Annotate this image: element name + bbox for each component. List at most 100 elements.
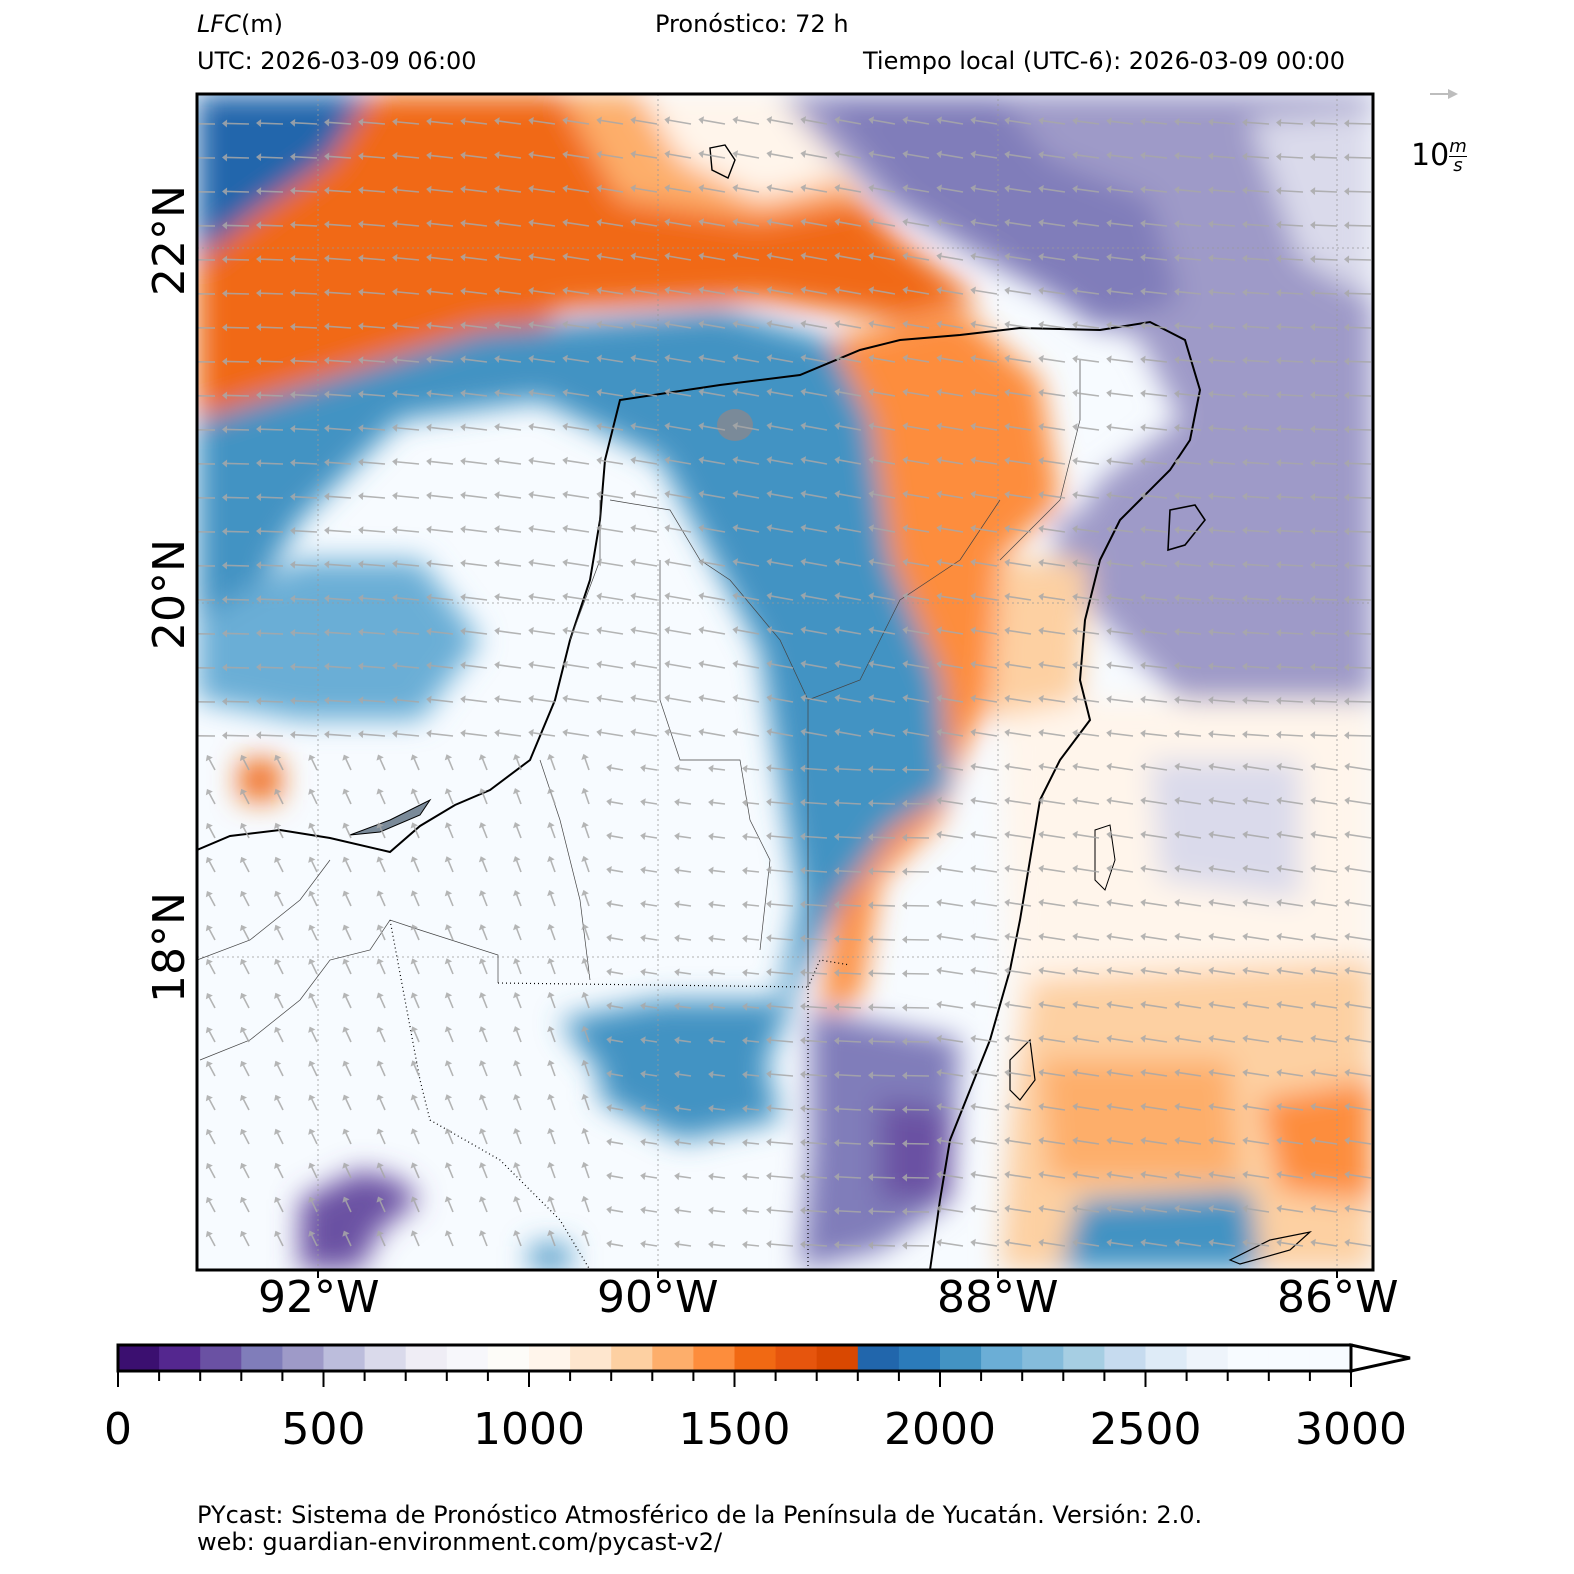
wind-vector-head (1004, 966, 1010, 975)
wind-vector-head (188, 494, 193, 502)
gridlines (197, 94, 1373, 1270)
wind-vector-head (392, 185, 398, 194)
wind-vector (838, 1142, 862, 1145)
wind-vector-head (494, 525, 500, 534)
wind-vector-head (936, 762, 942, 771)
wind-vector-head (1004, 490, 1010, 499)
wind-vector (242, 860, 250, 873)
wind-vector-head (970, 456, 976, 465)
wind-vector-head (902, 490, 909, 499)
wind-vector (226, 700, 250, 703)
wind-vector (1280, 223, 1304, 227)
wind-vector (363, 325, 386, 329)
wind-vector (311, 826, 318, 839)
wind-vector-head (1276, 1068, 1282, 1077)
wind-vector-head (698, 116, 705, 125)
wind-vector-head (1004, 762, 1010, 771)
wind-vector (260, 258, 284, 261)
wind-vector (1315, 1071, 1338, 1077)
wind-vector (804, 1073, 828, 1077)
wind-vector (1314, 428, 1338, 431)
wind-vector (635, 493, 658, 499)
wind-vector (1179, 563, 1202, 567)
wind-vector-head (358, 186, 364, 195)
wind-vector (481, 996, 488, 1009)
wind-vector (276, 962, 284, 975)
wind-vector (584, 1166, 590, 1179)
wind-vector (1281, 1173, 1304, 1179)
colorbar-tick-label: 2000 (884, 1404, 996, 1455)
wind-vector (746, 801, 760, 805)
wind-vector-head (205, 1231, 213, 1238)
wind-vector (363, 359, 386, 363)
wind-vector (601, 153, 624, 159)
wind-vector-head (902, 252, 909, 261)
wind-vector (515, 758, 522, 771)
wind-vector (1348, 224, 1372, 227)
wind-vector-head (308, 1128, 316, 1135)
wind-vector (1009, 765, 1032, 771)
wind-vector (550, 1200, 556, 1213)
wind-vector (975, 1207, 998, 1213)
wind-vector-head (1140, 1068, 1146, 1077)
wind-vector (1213, 563, 1236, 567)
wind-vector-head (1208, 830, 1214, 839)
wind-vector-head (290, 662, 296, 671)
wind-vector (550, 1234, 556, 1247)
wind-vector (1009, 935, 1032, 941)
wind-vector-head (290, 288, 296, 297)
wind-vector-head (1208, 594, 1214, 603)
wind-vector (611, 971, 624, 975)
wind-vector-head (732, 388, 739, 397)
wind-vector-head (1276, 594, 1282, 603)
wind-vector-head (640, 1206, 646, 1215)
wind-vector-head (800, 900, 806, 909)
wind-vector (515, 962, 522, 975)
wind-vector-head (1038, 388, 1044, 397)
wind-vector-head (274, 1026, 282, 1034)
wind-vector-head (1038, 864, 1044, 873)
wind-vector (276, 758, 284, 771)
wind-vector (1314, 700, 1338, 703)
wind-vector (431, 392, 454, 397)
wind-vector-head (444, 890, 453, 897)
wind-vector-head (1004, 932, 1010, 941)
wind-vector (1213, 223, 1236, 227)
wind-vector-head (766, 184, 773, 193)
wind-vector-head (800, 388, 807, 396)
colorbar-segment (775, 1345, 818, 1371)
wind-vector-head (1276, 696, 1282, 705)
wind-vector-head (308, 754, 316, 761)
wind-vector (1315, 1207, 1338, 1213)
wind-vector-head (970, 966, 976, 975)
wind-vector-head (1208, 762, 1214, 771)
wind-vector (1179, 1003, 1202, 1009)
wind-vector (413, 1234, 420, 1247)
wind-vector-head (188, 324, 193, 332)
wind-vector (1077, 1173, 1100, 1179)
wind-vector (975, 1037, 998, 1043)
wind-vector (669, 289, 692, 295)
wind-vector-head (1310, 527, 1316, 536)
wind-vector-head (1072, 1170, 1078, 1179)
wind-vector (1077, 732, 1100, 737)
wind-vector (746, 1175, 760, 1179)
wind-vector (1179, 799, 1202, 805)
wind-vector (1246, 699, 1270, 703)
wind-vector (1009, 1037, 1032, 1043)
wind-vector (601, 357, 624, 363)
wind-vector-head (1242, 864, 1248, 873)
wind-vector-head (256, 731, 262, 740)
wind-vector-head (513, 1196, 521, 1203)
wind-vector (1145, 1003, 1168, 1009)
colorbar (118, 1345, 1352, 1371)
wind-vector-head (698, 422, 705, 431)
wind-vector (873, 119, 896, 125)
wind-vector-head (1344, 187, 1350, 196)
wind-vector (771, 1141, 794, 1145)
wind-vector (703, 663, 726, 669)
wind-vector-head (1106, 219, 1112, 228)
wind-vector (804, 1209, 828, 1213)
wind-vector-head (1038, 592, 1044, 601)
wind-vector-head (936, 422, 942, 431)
